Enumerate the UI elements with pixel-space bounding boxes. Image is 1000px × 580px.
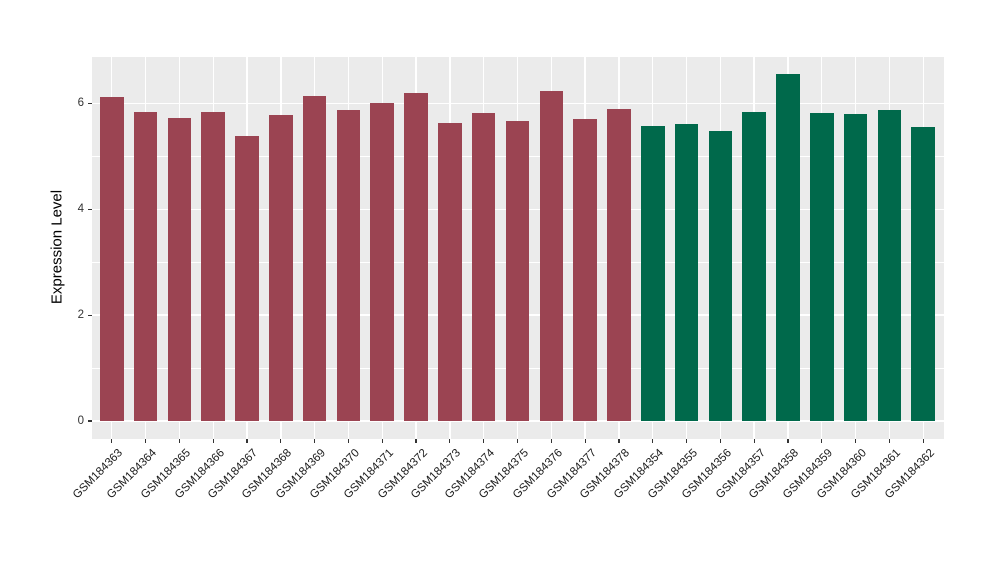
x-axis-tick	[854, 438, 857, 443]
bar-GSM184371	[370, 102, 395, 421]
x-axis-tick	[584, 438, 586, 443]
bar-GSM184367	[235, 135, 259, 421]
x-axis-tick	[821, 438, 823, 443]
x-axis-tick	[246, 438, 248, 443]
bar-GSM184356	[708, 130, 733, 421]
x-axis-tick	[449, 438, 451, 443]
y-tick-label: 0	[77, 415, 84, 427]
x-axis-tick	[178, 438, 180, 443]
x-axis-tick	[922, 438, 924, 443]
bar-GSM184357	[742, 111, 766, 421]
bar-GSM184365	[167, 118, 192, 421]
x-axis-tick	[719, 438, 721, 443]
x-axis-tick	[652, 438, 654, 443]
y-axis-tick	[87, 314, 92, 316]
bar-GSM184360	[843, 114, 868, 421]
bar-GSM184376	[539, 91, 564, 421]
bar-GSM184362	[911, 127, 935, 421]
bar-GSM184370	[336, 110, 361, 421]
bar-GSM184368	[269, 115, 293, 421]
bar-GSM184366	[201, 112, 225, 421]
bar-GSM184363	[99, 97, 124, 421]
y-axis-tick	[87, 420, 92, 422]
x-axis-tick	[212, 438, 214, 443]
bar-GSM184375	[505, 121, 530, 421]
x-axis-tick	[314, 438, 316, 443]
bar-GSM184361	[877, 110, 902, 421]
x-axis-tick	[381, 438, 383, 443]
bar-GSM184369	[302, 95, 327, 421]
x-axis-tick	[685, 438, 688, 443]
bar-GSM184359	[809, 113, 834, 421]
x-axis-tick	[111, 438, 113, 443]
x-axis-tick	[516, 438, 519, 443]
x-axis-tick	[753, 438, 755, 443]
y-axis-tick	[87, 102, 92, 104]
bar-GSM184374	[471, 113, 496, 421]
y-tick-label: 6	[77, 97, 84, 110]
bar-GSM184372	[404, 92, 428, 421]
plot-panel	[91, 57, 944, 439]
y-axis-tick	[87, 208, 92, 210]
x-axis-tick	[347, 438, 350, 443]
x-axis-tick	[787, 438, 789, 443]
x-axis-tick	[888, 438, 890, 443]
bar-GSM184358	[776, 73, 800, 421]
bar-GSM184377	[573, 119, 597, 421]
bar-GSM184354	[640, 126, 665, 421]
x-axis-tick	[618, 438, 620, 443]
bar-GSM184364	[133, 112, 158, 421]
x-axis-tick	[415, 438, 417, 443]
x-axis-tick	[550, 438, 552, 443]
bar-GSM184378	[607, 108, 631, 421]
bar-GSM184355	[674, 123, 699, 421]
x-axis-tick	[280, 438, 282, 443]
x-axis-tick	[144, 438, 147, 443]
bar-GSM184373	[438, 122, 462, 421]
y-tick-label: 2	[77, 309, 84, 322]
x-axis-tick	[483, 438, 485, 443]
y-tick-label: 4	[77, 203, 84, 216]
